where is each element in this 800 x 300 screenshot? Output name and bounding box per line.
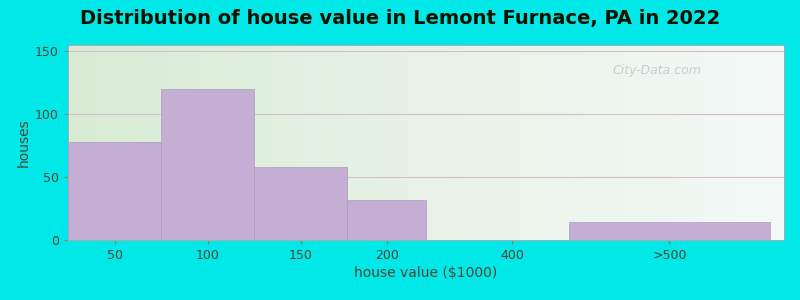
Bar: [347, 200, 426, 240]
Y-axis label: houses: houses: [17, 118, 31, 167]
Text: City-Data.com: City-Data.com: [612, 64, 701, 77]
X-axis label: house value ($1000): house value ($1000): [354, 266, 498, 280]
Bar: [68, 142, 161, 240]
Bar: [161, 89, 254, 240]
Text: Distribution of house value in Lemont Furnace, PA in 2022: Distribution of house value in Lemont Fu…: [80, 9, 720, 28]
Bar: [570, 222, 770, 240]
Bar: [254, 167, 347, 240]
